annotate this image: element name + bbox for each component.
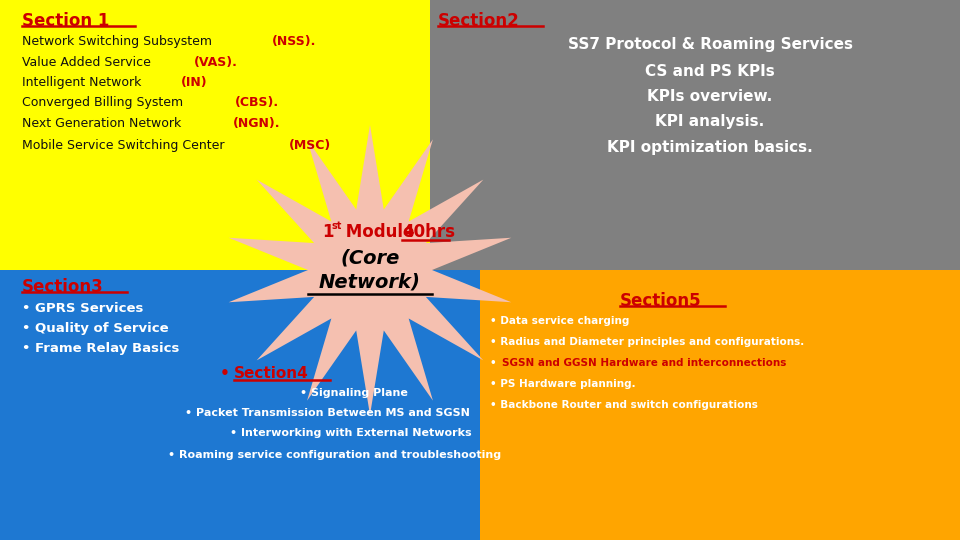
Text: Intelligent Network: Intelligent Network xyxy=(22,76,145,89)
Text: Mobile Service Switching Center: Mobile Service Switching Center xyxy=(22,139,228,152)
Text: Network Switching Subsystem: Network Switching Subsystem xyxy=(22,35,216,48)
Text: • Frame Relay Basics: • Frame Relay Basics xyxy=(22,342,180,355)
Text: • Backbone Router and switch configurations: • Backbone Router and switch configurati… xyxy=(490,400,757,410)
Text: Section 1: Section 1 xyxy=(22,12,109,30)
Text: Next Generation Network: Next Generation Network xyxy=(22,117,185,130)
Bar xyxy=(0,270,480,540)
Text: KPIs overview.: KPIs overview. xyxy=(647,89,773,104)
Bar xyxy=(0,0,430,270)
Text: Value Added Service: Value Added Service xyxy=(22,56,155,69)
Text: Section3: Section3 xyxy=(22,278,104,296)
Bar xyxy=(430,0,960,270)
Text: Network): Network) xyxy=(319,273,420,292)
Text: (MSC): (MSC) xyxy=(288,139,330,152)
Text: Section2: Section2 xyxy=(438,12,519,30)
Text: Section5: Section5 xyxy=(620,292,702,310)
Text: Converged Billing System: Converged Billing System xyxy=(22,96,187,109)
Text: • PS Hardware planning.: • PS Hardware planning. xyxy=(490,379,636,389)
Text: • Data service charging: • Data service charging xyxy=(490,316,630,326)
Text: • Roaming service configuration and troubleshooting: • Roaming service configuration and trou… xyxy=(168,450,501,460)
Text: • GPRS Services: • GPRS Services xyxy=(22,302,143,315)
Text: KPI analysis.: KPI analysis. xyxy=(656,114,764,129)
Text: Module: Module xyxy=(340,223,420,241)
Text: st: st xyxy=(331,221,342,231)
Polygon shape xyxy=(228,125,512,415)
Text: • Quality of Service: • Quality of Service xyxy=(22,322,169,335)
Text: Section4: Section4 xyxy=(234,366,309,381)
Text: 40hrs: 40hrs xyxy=(402,223,455,241)
Text: SGSN and GGSN Hardware and interconnections: SGSN and GGSN Hardware and interconnecti… xyxy=(502,358,786,368)
Text: CS and PS KPIs: CS and PS KPIs xyxy=(645,64,775,79)
Text: • Packet Transmission Between MS and SGSN: • Packet Transmission Between MS and SGS… xyxy=(185,408,469,418)
Text: •: • xyxy=(220,366,235,381)
Text: SS7 Protocol & Roaming Services: SS7 Protocol & Roaming Services xyxy=(567,37,852,52)
Text: • Radius and Diameter principles and configurations.: • Radius and Diameter principles and con… xyxy=(490,337,804,347)
Bar xyxy=(480,270,960,540)
Text: •: • xyxy=(490,358,500,368)
Text: (NSS).: (NSS). xyxy=(273,35,317,48)
Text: (Core: (Core xyxy=(340,248,399,267)
Text: • Signaling Plane: • Signaling Plane xyxy=(300,388,408,398)
Text: KPI optimization basics.: KPI optimization basics. xyxy=(607,140,813,155)
Text: (IN): (IN) xyxy=(181,76,207,89)
Text: (VAS).: (VAS). xyxy=(194,56,237,69)
Text: • Interworking with External Networks: • Interworking with External Networks xyxy=(230,428,471,438)
Text: (CBS).: (CBS). xyxy=(235,96,279,109)
Text: (NGN).: (NGN). xyxy=(232,117,280,130)
Text: 1: 1 xyxy=(322,223,333,241)
